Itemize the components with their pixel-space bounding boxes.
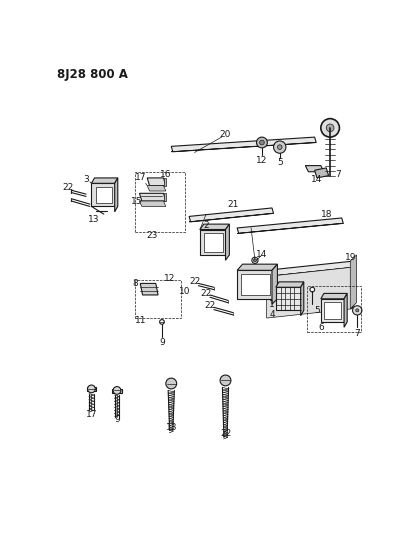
Polygon shape <box>225 224 229 260</box>
Polygon shape <box>237 264 277 270</box>
Text: 11: 11 <box>135 316 146 325</box>
Polygon shape <box>92 178 118 183</box>
Polygon shape <box>306 166 324 172</box>
Text: 19: 19 <box>345 254 357 262</box>
Text: 22: 22 <box>200 289 212 298</box>
Polygon shape <box>276 282 304 287</box>
Polygon shape <box>352 261 355 309</box>
Circle shape <box>88 385 95 393</box>
Text: 9: 9 <box>159 338 165 347</box>
Polygon shape <box>171 137 316 152</box>
Text: 7: 7 <box>335 169 341 179</box>
Polygon shape <box>200 230 225 255</box>
Circle shape <box>353 306 362 315</box>
Circle shape <box>356 309 359 312</box>
Polygon shape <box>324 302 341 319</box>
Text: 2: 2 <box>203 221 209 230</box>
Circle shape <box>113 386 121 394</box>
Polygon shape <box>267 267 352 318</box>
Polygon shape <box>92 183 115 206</box>
Text: 8: 8 <box>132 279 138 288</box>
Text: 14: 14 <box>256 251 267 260</box>
Polygon shape <box>321 299 344 322</box>
Text: 13: 13 <box>88 215 99 224</box>
Polygon shape <box>276 287 301 310</box>
Bar <box>135 172 185 232</box>
Text: 9: 9 <box>114 415 120 424</box>
Polygon shape <box>189 213 274 222</box>
Text: 1: 1 <box>269 300 275 309</box>
Bar <box>307 286 361 332</box>
Polygon shape <box>321 294 347 299</box>
Text: 21: 21 <box>227 200 239 209</box>
Polygon shape <box>139 201 166 206</box>
Polygon shape <box>350 255 357 309</box>
Polygon shape <box>204 233 223 252</box>
Circle shape <box>160 320 164 324</box>
Polygon shape <box>87 387 96 391</box>
Polygon shape <box>189 208 274 222</box>
Text: 10: 10 <box>179 287 190 296</box>
Polygon shape <box>267 261 355 277</box>
Polygon shape <box>237 218 343 233</box>
Text: 5: 5 <box>277 158 283 167</box>
Circle shape <box>321 119 339 137</box>
Polygon shape <box>301 282 304 316</box>
Text: 17: 17 <box>85 410 97 419</box>
Circle shape <box>274 141 286 154</box>
Polygon shape <box>139 193 166 201</box>
Text: 16: 16 <box>160 169 171 179</box>
Circle shape <box>260 140 264 145</box>
Text: 22: 22 <box>189 277 200 286</box>
Text: 22: 22 <box>220 429 231 438</box>
Polygon shape <box>164 193 166 201</box>
Polygon shape <box>344 294 347 327</box>
Circle shape <box>310 287 315 292</box>
Polygon shape <box>147 185 166 191</box>
Text: 15: 15 <box>130 197 142 206</box>
Text: 12: 12 <box>256 156 267 165</box>
Text: 5: 5 <box>314 306 320 315</box>
Polygon shape <box>267 267 355 277</box>
Text: 17: 17 <box>135 173 147 182</box>
Bar <box>135 280 181 318</box>
Polygon shape <box>171 142 316 152</box>
Circle shape <box>254 259 256 262</box>
Text: 23: 23 <box>146 231 157 240</box>
Text: 8J28 800 A: 8J28 800 A <box>57 68 128 81</box>
Polygon shape <box>140 284 158 295</box>
Polygon shape <box>147 178 166 185</box>
Circle shape <box>252 257 258 263</box>
Text: 13: 13 <box>166 423 177 432</box>
Text: 6: 6 <box>318 323 324 332</box>
Text: 12: 12 <box>164 273 175 282</box>
Circle shape <box>277 145 282 149</box>
Text: 4: 4 <box>269 310 275 319</box>
Polygon shape <box>237 270 272 299</box>
Polygon shape <box>164 178 166 185</box>
Text: 18: 18 <box>321 211 332 220</box>
Polygon shape <box>315 168 328 178</box>
Polygon shape <box>237 223 343 233</box>
Circle shape <box>166 378 177 389</box>
Polygon shape <box>272 264 277 304</box>
Polygon shape <box>115 178 118 212</box>
Text: 14: 14 <box>310 175 322 184</box>
Text: 22: 22 <box>204 301 216 310</box>
Text: 22: 22 <box>63 183 74 192</box>
Circle shape <box>256 137 267 148</box>
Circle shape <box>326 124 334 132</box>
Circle shape <box>220 375 231 386</box>
Polygon shape <box>241 274 270 295</box>
Text: 3: 3 <box>83 175 89 184</box>
Polygon shape <box>96 187 112 203</box>
Text: 7: 7 <box>354 329 360 338</box>
Polygon shape <box>200 224 229 230</box>
Polygon shape <box>112 389 121 393</box>
Text: 20: 20 <box>220 130 231 139</box>
